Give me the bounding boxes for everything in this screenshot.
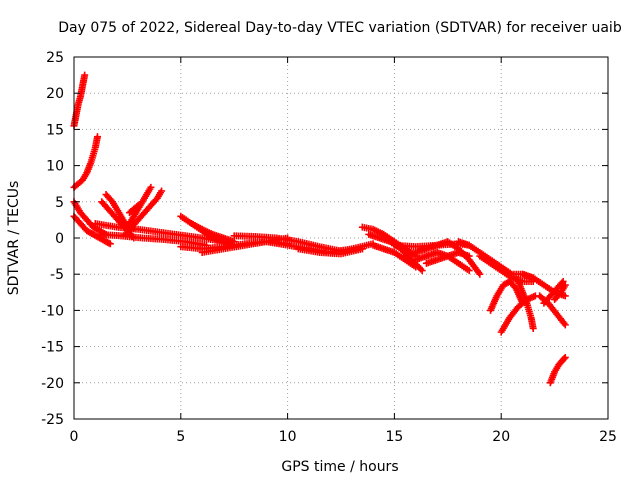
y-tick-label: 20 [46, 86, 64, 102]
x-tick-label: 10 [279, 429, 297, 445]
plus-marker [561, 321, 569, 329]
series-arc-3 [70, 212, 114, 248]
series-arc-2 [70, 133, 101, 191]
plus-marker [133, 203, 141, 211]
plus-marker [529, 325, 537, 332]
data-markers [70, 71, 569, 387]
plus-marker [559, 277, 567, 285]
y-tick-label: 25 [46, 50, 64, 66]
series-arc-30 [514, 277, 537, 332]
plus-marker [158, 187, 166, 195]
plus-marker [476, 270, 484, 278]
x-tick-label: 20 [492, 429, 510, 445]
plus-marker [465, 267, 473, 275]
x-axis-label: GPS time / hours [281, 459, 398, 475]
series-arc-35 [546, 353, 569, 387]
series-arc-33 [540, 277, 567, 307]
y-tick-label: 5 [55, 195, 64, 211]
y-tick-label: -10 [41, 303, 64, 319]
y-tick-label: 0 [55, 231, 64, 247]
x-tick-label: 5 [176, 429, 185, 445]
plus-marker [561, 292, 569, 300]
x-tick-label: 15 [385, 429, 403, 445]
x-tick-label: 0 [70, 429, 79, 445]
series-arc-25 [422, 248, 473, 267]
y-tick-label: 10 [46, 159, 64, 175]
tick-labels: 0 5 10 15 20 25 -25 -20 -15 -10 -5 0 5 10 15 20 25 [41, 50, 617, 445]
plus-marker [465, 252, 473, 260]
series-arc-1 [70, 71, 89, 130]
series-arc-8 [121, 187, 166, 238]
y-tick-label: -5 [50, 267, 64, 283]
y-axis-label: SDTVAR / TECUs [6, 181, 22, 296]
x-tick-label: 25 [599, 429, 617, 445]
series-arc-9 [126, 201, 142, 217]
plus-marker [358, 245, 366, 253]
y-tick-label: -15 [41, 340, 64, 356]
chart-title: Day 075 of 2022, Sidereal Day-to-day VTE… [58, 20, 622, 36]
plus-marker [561, 353, 569, 361]
plus-marker [412, 263, 420, 271]
plus-marker [134, 201, 142, 209]
series-arc-18 [294, 245, 366, 258]
series-arc-24 [412, 248, 473, 275]
y-tick-label: -25 [41, 412, 64, 428]
plus-marker [93, 133, 101, 141]
series-arc-34 [551, 281, 569, 304]
axis-ticks [73, 56, 609, 420]
y-tick-label: -20 [41, 376, 64, 392]
plus-marker [81, 71, 89, 79]
plus-marker [147, 183, 155, 191]
plus-marker [561, 281, 569, 289]
series-arc-13 [187, 220, 238, 246]
plus-marker [560, 355, 568, 363]
plus-marker [106, 240, 114, 248]
series-arc-10 [91, 220, 228, 246]
y-tick-label: 15 [46, 122, 64, 138]
plus-marker [418, 267, 426, 275]
